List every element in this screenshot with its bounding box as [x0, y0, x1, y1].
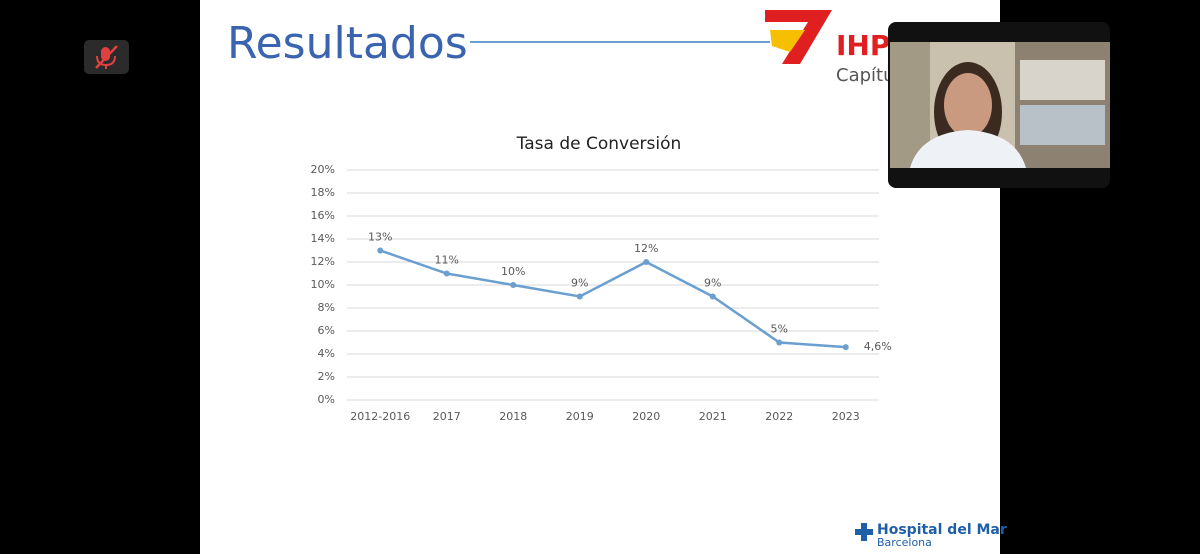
mute-icon [95, 45, 118, 69]
data-label: 9% [571, 277, 588, 290]
x-tick-label: 2020 [632, 410, 660, 423]
data-point [776, 339, 783, 346]
data-label: 11% [435, 254, 459, 267]
data-point [643, 259, 650, 265]
data-label: 5% [771, 323, 788, 336]
data-label: 12% [634, 242, 658, 255]
y-tick-label: 0% [318, 393, 335, 406]
webcam-overlay [888, 22, 1110, 188]
logo-subtitle: Capítu [836, 65, 895, 86]
y-tick-label: 6% [318, 324, 335, 337]
y-tick-label: 18% [311, 186, 335, 199]
hospital-name: Hospital del Mar [877, 522, 1007, 538]
y-tick-label: 4% [318, 347, 335, 360]
y-tick-label: 20% [311, 163, 335, 176]
x-tick-label: 2012-2016 [350, 410, 410, 423]
chart-title: Tasa de Conversión [516, 134, 682, 154]
data-point [842, 344, 849, 351]
y-tick-label: 2% [318, 370, 335, 383]
data-point [443, 270, 450, 277]
slide [200, 0, 1000, 554]
data-label: 10% [501, 265, 525, 278]
slide-title: Resultados [227, 18, 468, 69]
x-tick-label: 2019 [566, 410, 594, 423]
data-label: 9% [704, 277, 721, 290]
y-tick-label: 12% [311, 255, 335, 268]
y-tick-label: 14% [311, 232, 335, 245]
y-tick-label: 10% [311, 278, 335, 291]
data-point [377, 247, 384, 254]
logo-brand: IHP [836, 29, 890, 62]
x-tick-label: 2018 [499, 410, 527, 423]
hospital-logo [855, 523, 873, 541]
x-tick-label: 2022 [765, 410, 793, 423]
x-tick-label: 2023 [832, 410, 860, 423]
data-point [709, 293, 716, 300]
x-tick-label: 2017 [433, 410, 461, 423]
ihp-logo [765, 10, 832, 64]
y-tick-label: 8% [318, 301, 335, 314]
hospital-city: Barcelona [877, 536, 932, 549]
chart: 0% 2% 4% 6% 8% 10% 12% 14% 16% 18% 20% 2012-2016 201… [311, 163, 892, 423]
data-label: 4,6% [864, 340, 892, 353]
y-tick-label: 16% [311, 209, 335, 222]
data-label: 13% [368, 231, 392, 244]
data-point [510, 282, 517, 288]
x-tick-label: 2021 [699, 410, 727, 423]
data-point [576, 293, 583, 300]
series-line [379, 249, 846, 349]
